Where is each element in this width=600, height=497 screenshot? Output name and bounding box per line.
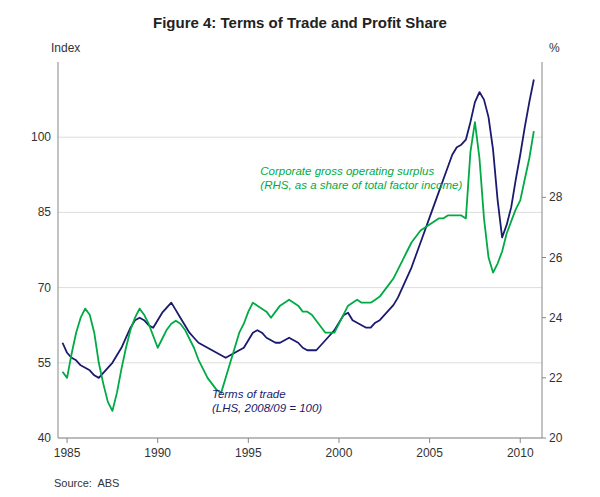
x-axis-line <box>58 438 542 439</box>
y2-tick <box>542 197 546 198</box>
source-note: Source: ABS <box>54 477 119 489</box>
y-tick-label: 85 <box>38 205 52 219</box>
y-tick-label: 100 <box>31 130 51 144</box>
y2-tick-label: 20 <box>549 431 563 445</box>
x-tick-label: 1990 <box>144 446 171 460</box>
x-tick <box>157 438 158 443</box>
grid-line <box>58 438 542 439</box>
x-tick <box>67 438 68 443</box>
x-tick <box>429 438 430 443</box>
y-tick-label: 55 <box>38 356 52 370</box>
y-axis-label: Index <box>51 41 80 55</box>
annotation: Terms of trade (LHS, 2008/09 = 100) <box>212 388 322 414</box>
y2-tick <box>542 438 546 439</box>
y2-tick-label: 28 <box>549 190 563 204</box>
series-line <box>63 80 534 378</box>
title: Figure 4: Terms of Trade and Profit Shar… <box>153 14 447 31</box>
x-tick-label: 2000 <box>326 446 353 460</box>
y2-tick <box>542 377 546 378</box>
x-tick <box>520 438 521 443</box>
y-axis-line <box>58 62 59 438</box>
series-line <box>63 122 534 411</box>
annotation-line: (LHS, 2008/09 = 100) <box>212 402 322 414</box>
x-tick <box>338 438 339 443</box>
annotation-line: Corporate gross operating surplus <box>260 165 434 177</box>
grid-line <box>58 287 542 288</box>
grid-line <box>58 362 542 363</box>
chart-root: Figure 4: Terms of Trade and Profit Shar… <box>0 0 600 497</box>
annotation-line: Terms of trade <box>212 388 286 400</box>
x-tick-label: 1995 <box>235 446 262 460</box>
y2-tick-label: 24 <box>549 311 563 325</box>
x-tick-label: 1985 <box>54 446 81 460</box>
plot-area <box>63 80 534 411</box>
annotation: Corporate gross operating surplus (RHS, a… <box>260 165 462 191</box>
annotation-line: (RHS, as a share of total factor income) <box>260 179 462 191</box>
x-tick-label: 2010 <box>507 446 534 460</box>
y2-axis-label: % <box>549 41 560 55</box>
y2-tick <box>542 317 546 318</box>
x-tick <box>248 438 249 443</box>
y-tick-label: 40 <box>38 431 52 445</box>
grid-line <box>58 212 542 213</box>
y2-tick-label: 22 <box>549 371 563 385</box>
y2-tick-label: 26 <box>549 251 563 265</box>
y2-tick <box>542 257 546 258</box>
x-tick-label: 2005 <box>416 446 443 460</box>
grid-line <box>58 137 542 138</box>
y-tick-label: 70 <box>38 281 52 295</box>
y2-axis-line <box>542 62 543 438</box>
